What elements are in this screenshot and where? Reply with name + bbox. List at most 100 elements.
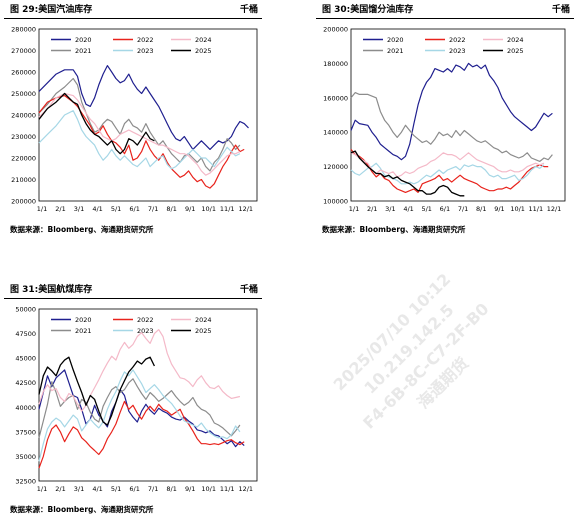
chart-panel-29: 图 29:美国汽油库存 千桶 200000 210000 220000 230000 2… <box>4 2 262 236</box>
y-tick-label: 40000 <box>15 404 36 412</box>
legend-label: 2021 <box>387 47 404 55</box>
y-tick-label: 230000 <box>11 133 36 141</box>
legend-label: 2024 <box>195 36 212 44</box>
chart-title: 图 29:美国汽油库存 <box>10 5 93 15</box>
chart-title: 图 31:美国航煤库存 <box>10 285 93 295</box>
legend-label: 2020 <box>387 36 404 44</box>
chart-unit: 千桶 <box>551 5 570 15</box>
x-tick-label: 9/1 <box>185 485 195 493</box>
x-tick-label: 7/1 <box>148 205 158 213</box>
chart-source: 数据来源：Bloomberg、海通期货研究所 <box>10 225 154 234</box>
legend-label: 2021 <box>75 47 92 55</box>
legend-label: 2020 <box>75 36 92 44</box>
chart-title: 图 30:美国馏分油库存 <box>322 5 414 15</box>
x-tick-label: 4/1 <box>92 205 102 213</box>
chart-unit: 千桶 <box>239 5 258 15</box>
x-tick-label: 4/1 <box>403 205 413 213</box>
x-tick-label: 1/1 <box>349 205 359 213</box>
y-tick-label: 250000 <box>11 90 36 98</box>
x-tick-label: 9/1 <box>494 205 504 213</box>
y-tick-label: 160000 <box>323 94 348 102</box>
plot-frame <box>38 28 258 202</box>
y-tick-label: 32500 <box>15 478 36 486</box>
x-tick-label: 3/1 <box>74 205 84 213</box>
watermark-line: 2025/07/10 10:12 <box>330 270 455 395</box>
y-tick-label: 42500 <box>15 379 36 387</box>
x-tick-label: 8/1 <box>166 205 176 213</box>
x-tick-label: 7/1 <box>458 205 468 213</box>
chart-panel-31: 图 31:美国航煤库存 千桶 32500 35000 37500 40000 42500… <box>4 282 262 516</box>
plot-frame <box>350 28 566 202</box>
series-line-2022 <box>38 94 245 189</box>
chart-source: 数据来源：Bloomberg、海通期货研究所 <box>322 225 466 234</box>
x-tick-label: 5/1 <box>111 485 121 493</box>
series-line-2025 <box>38 92 155 155</box>
series-line-2020 <box>38 369 245 448</box>
chart-title-bar: 图 31:美国航煤库存 千桶 <box>4 282 262 299</box>
chart-unit: 千桶 <box>239 285 258 295</box>
x-tick-label: 11/1 <box>220 205 235 213</box>
x-tick-label: 6/1 <box>129 485 139 493</box>
y-tick-label: 47500 <box>15 330 36 338</box>
x-tick-label: 12/1 <box>238 205 253 213</box>
watermark-line: F4-6B-8C-C7-2F-B0 <box>359 299 492 432</box>
watermark-line: 10.219.142.5 <box>360 300 457 397</box>
series-line-2025 <box>38 356 155 426</box>
x-tick-label: 2/1 <box>367 205 377 213</box>
y-tick-label: 180000 <box>323 60 348 68</box>
legend-label: 2022 <box>449 36 466 44</box>
y-tick-label: 45000 <box>15 355 36 363</box>
x-tick-label: 7/1 <box>148 485 158 493</box>
y-tick-label: 35000 <box>15 453 36 461</box>
legend-label: 2025 <box>195 327 212 335</box>
legend-label: 2024 <box>195 316 212 324</box>
legend-label: 2022 <box>137 36 154 44</box>
legend-label: 2023 <box>137 327 154 335</box>
legend-label: 2025 <box>507 47 524 55</box>
series-line-2025 <box>350 150 465 197</box>
legend-label: 2023 <box>449 47 466 55</box>
y-tick-label: 200000 <box>323 26 348 34</box>
x-tick-label: 11/1 <box>220 485 235 493</box>
x-tick-label: 3/1 <box>74 485 84 493</box>
x-tick-label: 12/1 <box>547 205 562 213</box>
series-line-2021 <box>38 77 241 172</box>
y-tick-label: 210000 <box>11 176 36 184</box>
series-line-2020 <box>350 62 553 161</box>
x-tick-label: 10/1 <box>201 205 216 213</box>
x-tick-label: 2/1 <box>55 485 65 493</box>
series-line-2024 <box>38 329 241 412</box>
legend-label: 2020 <box>75 316 92 324</box>
watermark-line: 海通期货 <box>414 354 473 413</box>
chart-source: 数据来源：Bloomberg、海通期货研究所 <box>10 505 154 514</box>
x-tick-label: 1/1 <box>37 205 47 213</box>
y-tick-label: 270000 <box>11 47 36 55</box>
legend-label: 2021 <box>75 327 92 335</box>
x-tick-label: 1/1 <box>37 485 47 493</box>
legend-label: 2024 <box>507 36 524 44</box>
legend-label: 2023 <box>137 47 154 55</box>
x-tick-label: 8/1 <box>476 205 486 213</box>
x-tick-label: 6/1 <box>129 205 139 213</box>
y-tick-label: 260000 <box>11 69 36 77</box>
series-line-2022 <box>350 149 549 193</box>
series-line-2024 <box>350 152 545 178</box>
y-tick-label: 140000 <box>323 129 348 137</box>
legend-label: 2025 <box>195 47 212 55</box>
x-tick-label: 9/1 <box>185 205 195 213</box>
series-line-2022 <box>38 400 245 469</box>
x-tick-label: 12/1 <box>238 485 253 493</box>
x-tick-label: 10/1 <box>201 485 216 493</box>
x-tick-label: 3/1 <box>385 205 395 213</box>
x-tick-label: 8/1 <box>166 485 176 493</box>
x-tick-label: 6/1 <box>440 205 450 213</box>
x-tick-label: 5/1 <box>111 205 121 213</box>
y-tick-label: 50000 <box>15 306 36 314</box>
y-tick-label: 100000 <box>323 198 348 206</box>
series-line-2024 <box>38 92 241 176</box>
y-tick-label: 220000 <box>11 155 36 163</box>
legend-label: 2022 <box>137 316 154 324</box>
y-tick-label: 37500 <box>15 428 36 436</box>
chart-30-svg: 100000 120000 140000 160000 180000 200000 1/1 2… <box>323 26 566 213</box>
chart-panel-30: 图 30:美国馏分油库存 千桶 100000 120000 140000 160000… <box>316 2 574 236</box>
